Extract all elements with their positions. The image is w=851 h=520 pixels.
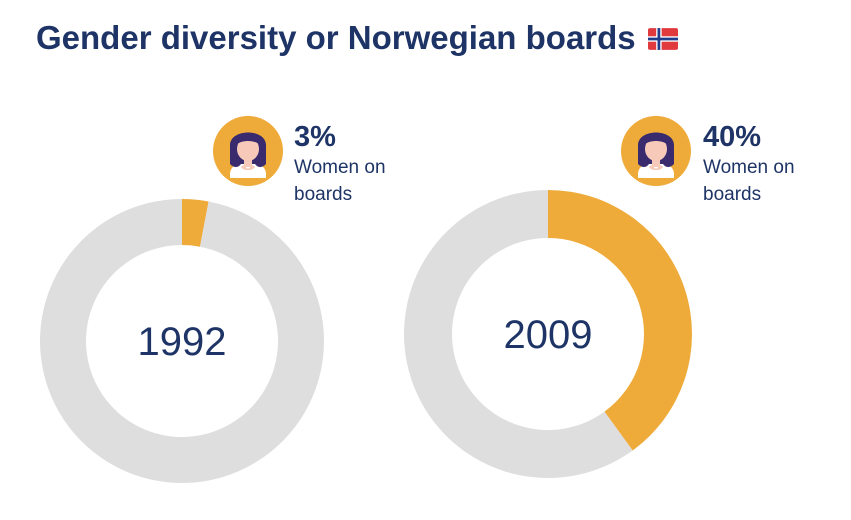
donut-2009: 2009: [404, 190, 692, 478]
donut-slice-remainder: [404, 190, 633, 478]
stat-2009: 40% Women on boards: [703, 120, 833, 208]
stat-1992: 3% Women on boards: [294, 120, 424, 208]
donut-1992: 1992: [40, 199, 325, 483]
stat-caption-2009: Women on boards: [703, 157, 795, 205]
title-text: Gender diversity or Norwegian boards: [36, 19, 636, 56]
stat-caption-1992: Women on boards: [294, 157, 386, 205]
donut-center-year: 2009: [504, 313, 593, 357]
stat-value-2009: 40%: [703, 121, 762, 153]
donut-center-year: 1992: [138, 320, 227, 364]
stat-value-1992: 3%: [294, 121, 336, 153]
woman-avatar-icon: [213, 116, 283, 186]
chart-title: Gender diversity or Norwegian boards: [36, 16, 678, 60]
donut-slice-women: [548, 190, 692, 451]
norway-flag-icon: [647, 28, 678, 50]
donut-slice-women: [182, 199, 209, 247]
woman-avatar-icon: [621, 116, 691, 186]
donut-slice-remainder: [40, 199, 325, 483]
